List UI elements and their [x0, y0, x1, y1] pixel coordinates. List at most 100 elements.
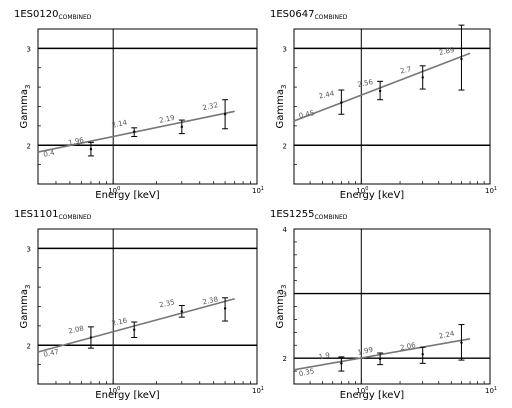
x-tick-label: 101 — [485, 386, 497, 395]
point-marker — [421, 353, 424, 356]
point-marker — [460, 341, 463, 344]
point-marker — [223, 307, 227, 310]
point-label: 1.9 — [318, 351, 331, 361]
panel-1ES1101: 1ES1101COMBINED 100 101 2 3 Energy [keV] Gamma… — [14, 209, 264, 401]
fit-label: 0.47 — [43, 348, 60, 359]
panel-1ES1255: 1ES1255COMBINED 100 101 2 3 4 Energy [keV] Gamm… — [270, 209, 497, 401]
data-point: 2.24 — [438, 324, 465, 361]
data-point: 2.19 — [159, 114, 185, 135]
y-tick-label: 4 — [283, 226, 288, 234]
data-point: 2.89 — [438, 24, 465, 91]
x-axis-label: Energy [keV] — [95, 390, 160, 401]
data-point: 2.06 — [399, 341, 426, 364]
point-label: 2.19 — [159, 114, 176, 125]
point-label: 2.14 — [111, 118, 128, 129]
x-tick-label: 101 — [485, 186, 497, 195]
point-marker — [460, 57, 463, 61]
point-marker — [133, 130, 136, 133]
plot-frame — [293, 28, 491, 185]
point-marker — [340, 362, 343, 365]
panel-title-sub: COMBINED — [314, 214, 347, 221]
y-axis-label: Gamma3 — [19, 285, 32, 329]
x-tick-exponent: 0 — [117, 386, 120, 392]
panel-1ES0120: 1ES0120COMBINED 100 101 2 3 Energy [keV] Gamma… — [14, 9, 264, 201]
y-axis-label: Gamma3 — [275, 285, 288, 329]
fit-line — [37, 110, 235, 153]
point-label: 2.7 — [399, 65, 412, 75]
y-tick-label: 3 — [27, 245, 31, 253]
plot-frame — [37, 228, 258, 385]
point-label: 2.32 — [202, 101, 219, 112]
y-axis-label-sub: 3 — [280, 85, 288, 89]
panel-title: 1ES0647COMBINED — [270, 9, 348, 21]
x-axis-label: Energy [keV] — [340, 390, 405, 401]
data-point: 2.14 — [111, 118, 138, 138]
data-point: 1.96 — [68, 136, 94, 157]
y-tick-label: 2 — [27, 342, 31, 350]
x-axis-label: Energy [keV] — [340, 190, 405, 201]
y-tick-label: 2 — [27, 142, 31, 150]
point-label: 2.16 — [111, 317, 128, 328]
point-label: 2.38 — [202, 295, 219, 306]
panel-title: 1ES0120COMBINED — [14, 9, 92, 21]
y-axis-label: Gamma3 — [19, 85, 32, 129]
fit-line — [37, 297, 235, 353]
x-tick-exponent: 1 — [494, 386, 497, 392]
point-marker — [133, 328, 136, 331]
y-tick-label: 2 — [283, 142, 287, 150]
x-tick-exponent: 0 — [117, 186, 120, 192]
data-point: 2.35 — [159, 298, 185, 318]
x-tick-label: 100 — [108, 386, 120, 395]
data-point: 2.7 — [399, 65, 426, 90]
data-point: 2.44 — [318, 89, 345, 115]
data-point: 2.32 — [202, 99, 229, 130]
data-point: 2.56 — [357, 78, 384, 101]
data-point: 1.9 — [318, 351, 345, 372]
data-point: 2.08 — [68, 324, 94, 349]
fit-label: 0.35 — [298, 367, 315, 378]
point-marker — [223, 113, 227, 116]
point-marker — [180, 125, 184, 129]
panel-title-sub: COMBINED — [58, 14, 91, 21]
panel-1ES0647: 1ES0647COMBINED 100 101 2 3 Energy [keV] Gamma… — [270, 9, 497, 201]
data-point: 1.99 — [357, 346, 384, 366]
plot-frame — [37, 28, 258, 185]
point-label: 2.44 — [318, 89, 335, 100]
point-label: 2.08 — [68, 324, 85, 335]
panel-title-sub: COMBINED — [58, 214, 91, 221]
point-marker — [378, 357, 382, 361]
point-marker — [89, 147, 93, 151]
x-tick-exponent: 1 — [261, 386, 264, 392]
x-tick-exponent: 0 — [365, 186, 368, 192]
y-axis-label-sub: 3 — [280, 285, 288, 289]
panel-title-sub: COMBINED — [314, 14, 347, 21]
fit-label: 0.45 — [298, 109, 315, 120]
x-tick-label: 100 — [356, 386, 368, 395]
y-axis-label-sub: 3 — [24, 85, 32, 89]
point-marker — [421, 76, 424, 79]
x-tick-label: 101 — [252, 186, 264, 195]
y-tick-label: 2 — [283, 355, 287, 363]
y-tick-label: 3 — [283, 291, 287, 299]
x-tick-label: 101 — [252, 386, 264, 395]
y-tick-label: 3 — [27, 45, 31, 53]
data-point: 2.38 — [202, 295, 229, 322]
point-label: 1.99 — [357, 346, 374, 357]
point-marker — [89, 336, 93, 339]
fit-label: 0.4 — [43, 149, 56, 159]
fit-line — [293, 338, 471, 371]
point-label: 2.56 — [357, 78, 374, 89]
panel-title: 1ES1101COMBINED — [14, 209, 92, 221]
data-point: 2.16 — [111, 317, 138, 338]
panel-title: 1ES1255COMBINED — [270, 209, 348, 221]
point-marker — [340, 101, 343, 104]
x-tick-exponent: 1 — [261, 186, 264, 192]
x-axis-label: Energy [keV] — [95, 190, 160, 201]
x-tick-exponent: 0 — [365, 386, 368, 392]
x-tick-label: 100 — [108, 186, 120, 195]
point-marker — [378, 89, 382, 93]
y-axis-label-sub: 3 — [24, 285, 32, 289]
x-tick-label: 100 — [356, 186, 368, 195]
